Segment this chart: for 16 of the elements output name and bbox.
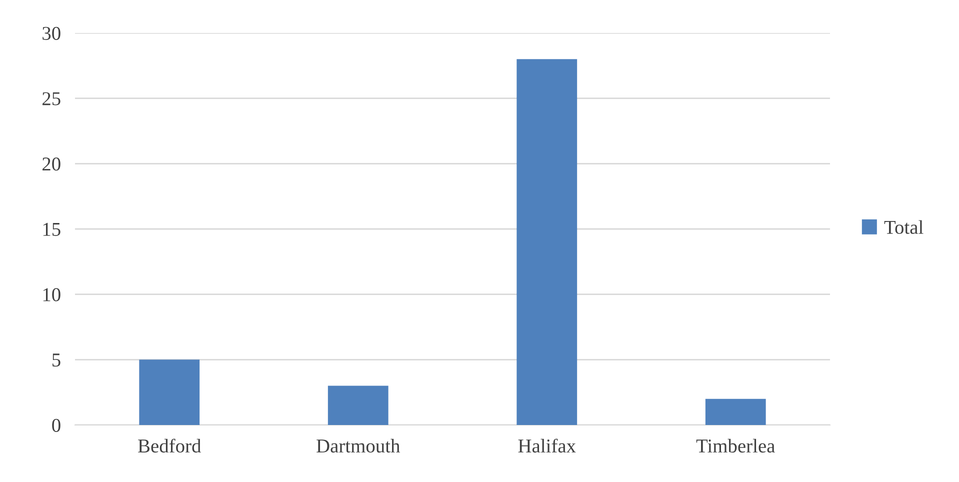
y-tick-label: 25 xyxy=(42,92,60,106)
bar xyxy=(516,59,578,425)
legend-label: Total xyxy=(884,220,924,234)
bar xyxy=(328,386,388,425)
y-tick-label: 30 xyxy=(42,26,60,40)
x-tick-label: Bedford xyxy=(138,438,201,453)
y-tick-label: 5 xyxy=(52,354,60,367)
y-tick-label: 20 xyxy=(42,157,60,171)
x-tick-label: Dartmouth xyxy=(316,438,400,453)
y-tick-label: 0 xyxy=(52,418,60,432)
y-tick-label: 10 xyxy=(43,288,60,302)
bar xyxy=(705,398,766,425)
y-tick-label: 15 xyxy=(43,222,60,236)
x-tick-label: Halifax xyxy=(518,438,576,453)
x-tick-label: Timberlea xyxy=(696,438,775,453)
bar xyxy=(139,360,200,425)
